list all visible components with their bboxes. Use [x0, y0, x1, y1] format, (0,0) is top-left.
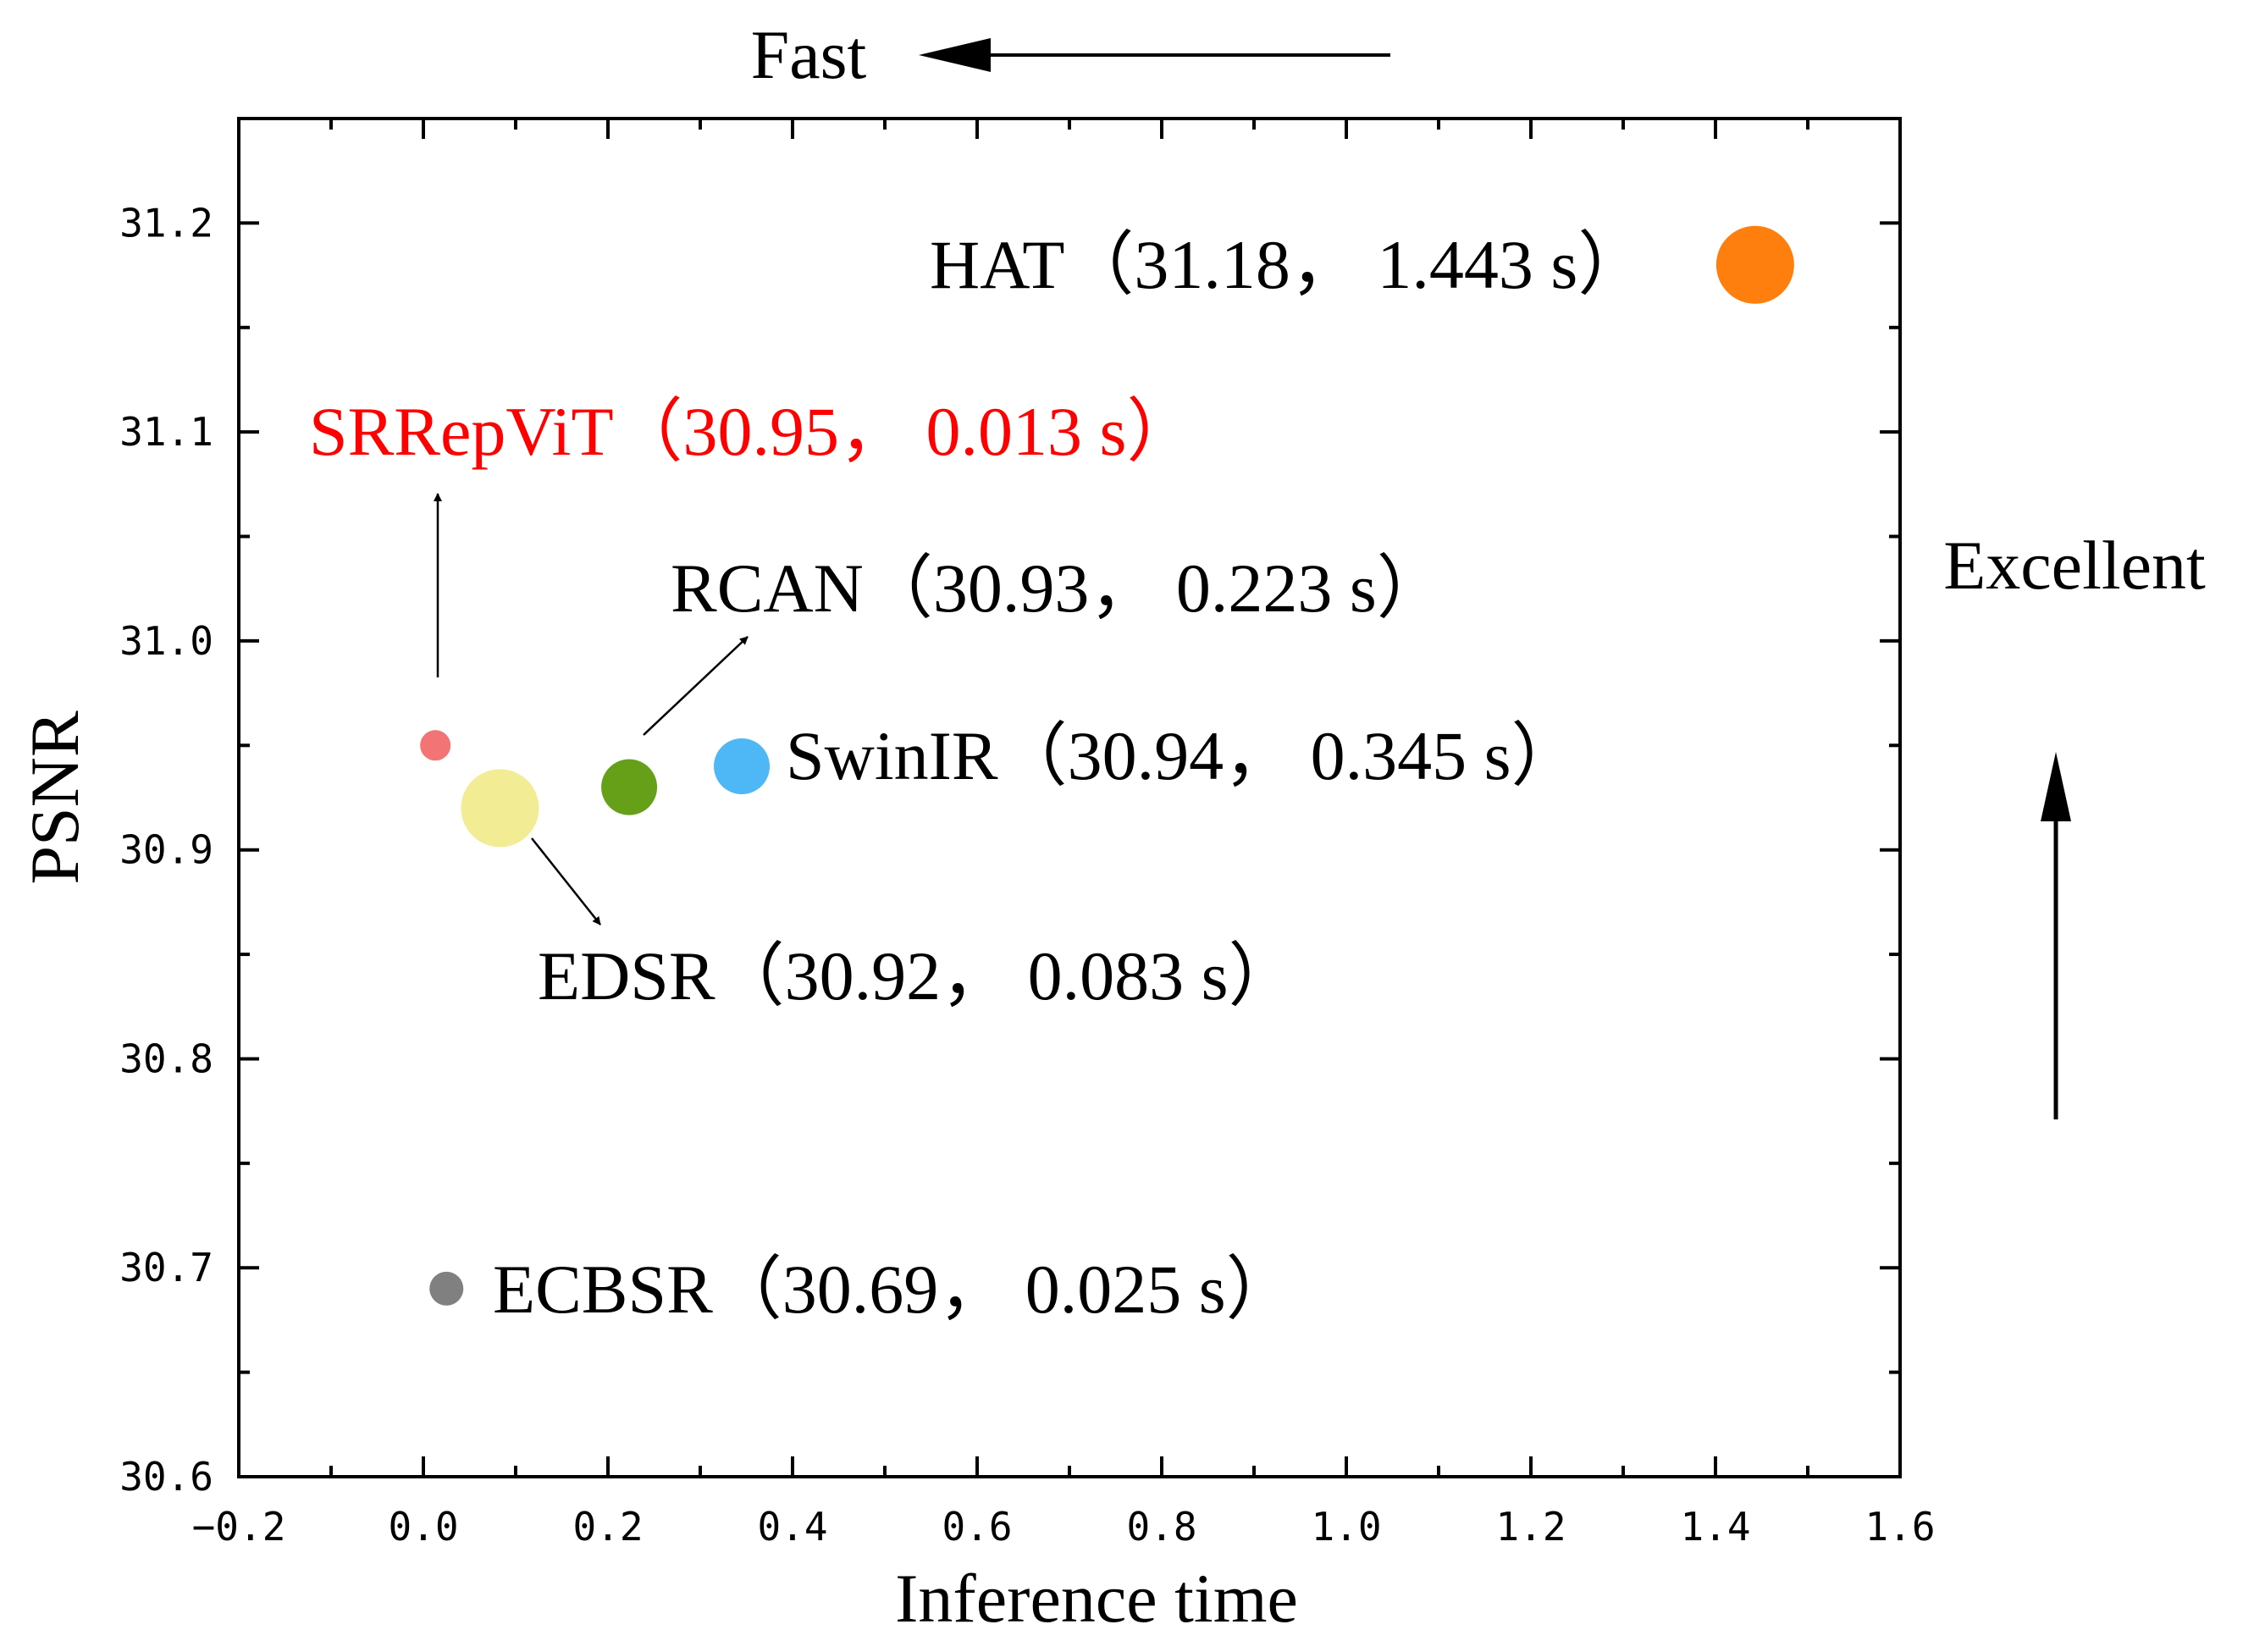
point-rcan: [601, 759, 658, 815]
data-points: [420, 225, 1794, 1306]
point-label-edsr: EDSR（30.92， 0.083 s）: [538, 937, 1298, 1014]
x-tick-label: 1.4: [1680, 1504, 1750, 1550]
point-ecbsr: [429, 1271, 464, 1306]
x-tick-label: 0.8: [1126, 1504, 1196, 1550]
x-axis-title: Inference time: [895, 1560, 1298, 1637]
point-srrepvit: [420, 730, 451, 761]
x-tick-label: −0.2: [192, 1504, 286, 1550]
excellent-annotation: Excellent: [1943, 527, 2206, 604]
point-label-rcan: RCAN（30.93， 0.223 s）: [671, 550, 1446, 627]
y-tick-label: 30.6: [119, 1454, 213, 1500]
point-swinir: [714, 738, 771, 794]
callout-arrows: [434, 493, 749, 925]
excellent-arrow: [2041, 752, 2071, 1119]
edsr-callout-arrow: [531, 837, 601, 925]
y-axis-title: PSNR: [16, 710, 93, 884]
x-tick-label: 0.0: [388, 1504, 458, 1550]
x-tick-label: 1.0: [1311, 1504, 1381, 1550]
rcan-callout-arrow: [643, 636, 749, 736]
y-tick-label: 31.0: [119, 618, 213, 664]
fast-annotation: Fast: [751, 16, 867, 93]
point-label-hat: HAT（31.18， 1.443 s）: [930, 226, 1647, 303]
x-tick-label: 0.6: [942, 1504, 1012, 1550]
y-tick-label: 31.1: [119, 409, 213, 455]
point-label-swinir: SwinIR（30.94， 0.345 s）: [786, 717, 1581, 794]
tick-labels: −0.2 0.0 0.2 0.4 0.6 0.8 1.0 1.2 1.4 1.6 30.6 30.7 3…: [119, 200, 1935, 1550]
x-tick-label: 1.2: [1495, 1504, 1566, 1550]
y-tick-label: 30.8: [119, 1036, 213, 1081]
point-label-ecbsr: ECBSR（30.69， 0.025 s）: [493, 1251, 1296, 1328]
fast-arrow: [919, 38, 1390, 72]
point-label-srrepvit: SRRepViT（30.95， 0.013 s）: [309, 393, 1196, 470]
x-tick-label: 1.6: [1865, 1504, 1935, 1550]
point-edsr: [461, 769, 539, 848]
y-tick-label: 30.9: [119, 827, 213, 873]
y-tick-label: 31.2: [119, 200, 213, 246]
ticks: [237, 119, 1902, 1478]
y-tick-label: 30.7: [119, 1245, 213, 1290]
x-tick-label: 0.4: [757, 1504, 827, 1550]
point-labels: HAT（31.18， 1.443 s） SRRepViT（30.95， 0.013…: [309, 226, 1647, 1328]
x-tick-label: 0.2: [572, 1504, 643, 1550]
point-hat: [1715, 225, 1794, 304]
